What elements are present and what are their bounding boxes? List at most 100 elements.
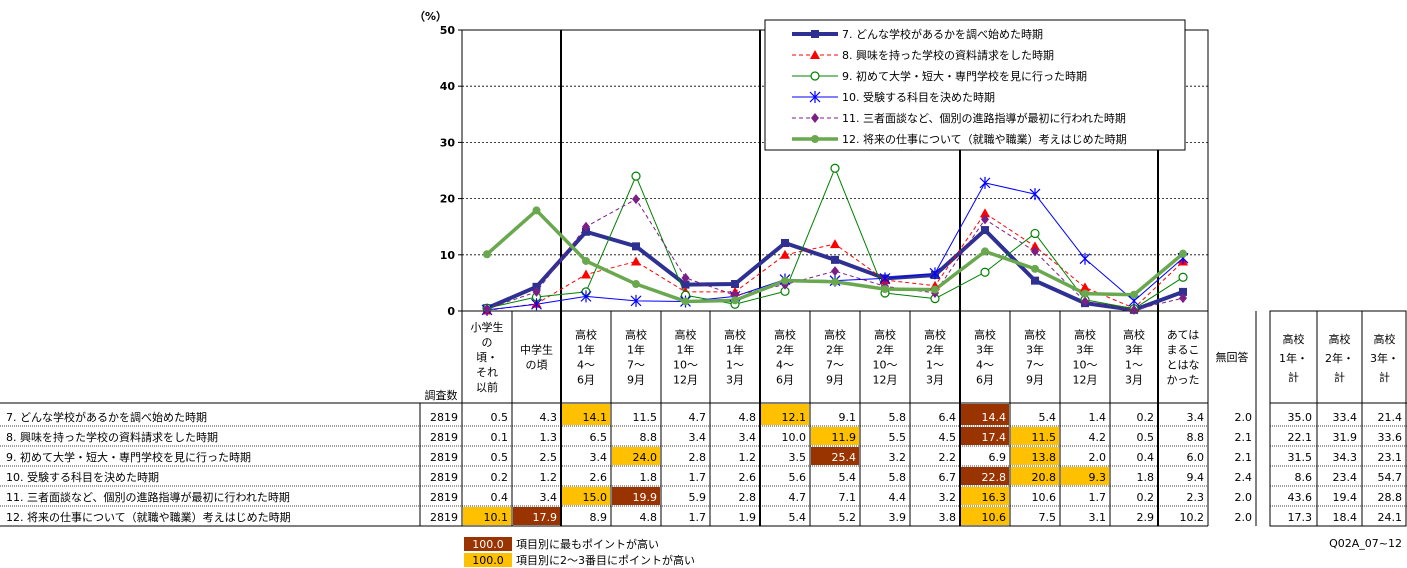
highlight-cell <box>1011 447 1059 465</box>
highlight-cell <box>961 507 1009 525</box>
data-cell: 2.8 <box>739 491 757 504</box>
total-cell: 33.4 <box>1333 411 1358 424</box>
data-point <box>731 280 739 289</box>
totals-header: 高校 <box>1283 332 1305 346</box>
data-point <box>1031 246 1039 257</box>
total-cell: 24.1 <box>1378 511 1403 524</box>
total-cell: 28.8 <box>1378 491 1403 504</box>
data-point <box>980 267 990 277</box>
highlight-cell <box>562 404 610 425</box>
legend-label: 7. どんな学校があるかを調べ始めた時期 <box>842 27 1043 41</box>
data-cell: 2.1 <box>1235 451 1253 464</box>
data-cell: 9.3 <box>1089 471 1107 484</box>
data-point <box>1130 290 1138 299</box>
category-header: 7～ <box>627 359 645 372</box>
data-cell: 12.1 <box>782 411 807 424</box>
totals-header: 3年・ <box>1370 351 1399 365</box>
data-cell: 8.8 <box>1187 431 1205 444</box>
n-column-header: 調査数 <box>425 388 458 402</box>
category-header: 4～ <box>776 359 794 372</box>
data-cell: 3.5 <box>789 451 807 464</box>
total-cell: 23.4 <box>1333 471 1358 484</box>
data-point <box>881 285 889 294</box>
data-cell: 10.6 <box>1032 491 1057 504</box>
totals-header: 1年・ <box>1279 351 1308 365</box>
data-point <box>532 286 541 297</box>
data-point <box>831 277 839 286</box>
row-n: 2819 <box>430 411 458 424</box>
data-cell: 5.8 <box>889 471 907 484</box>
category-header: 1～ <box>926 359 944 372</box>
legend-label: 12. 将来の仕事について（就職や職業）考えはじめた時期 <box>842 132 1127 146</box>
highlight-legend-sample: 100.0 <box>472 538 504 551</box>
category-header: まるこ <box>1167 344 1200 357</box>
category-header: 3月 <box>926 374 944 387</box>
data-cell: 9.4 <box>1187 471 1205 484</box>
data-cell: 5.4 <box>789 511 807 524</box>
total-cell: 19.4 <box>1333 491 1358 504</box>
data-cell: 2.9 <box>1137 511 1155 524</box>
data-point <box>980 208 990 218</box>
category-header: 3年 <box>1026 343 1044 357</box>
category-header: 2年 <box>776 343 794 357</box>
legend-marker <box>811 135 819 143</box>
data-point <box>681 272 690 283</box>
data-cell: 25.4 <box>832 451 857 464</box>
data-point <box>632 242 640 251</box>
row-n: 2819 <box>430 431 458 444</box>
data-point <box>1179 293 1187 304</box>
data-cell: 2.4 <box>1235 471 1253 484</box>
data-cell: 5.8 <box>889 411 907 424</box>
data-point <box>1030 228 1040 239</box>
total-cell: 54.7 <box>1378 471 1403 484</box>
total-cell: 22.1 <box>1288 431 1313 444</box>
data-point <box>979 176 991 189</box>
data-cell: 3.4 <box>590 451 608 464</box>
data-cell: 10.0 <box>782 431 807 444</box>
data-cell: 4.4 <box>889 491 907 504</box>
category-header: 1～ <box>726 359 744 372</box>
data-point <box>580 290 592 303</box>
data-cell: 2.0 <box>1235 511 1253 524</box>
series-line <box>486 167 1184 310</box>
data-point <box>1079 252 1091 265</box>
data-cell: 24.0 <box>633 451 658 464</box>
highlight-cell <box>513 507 560 525</box>
category-header: 高校 <box>974 328 996 342</box>
data-point <box>831 266 839 277</box>
legend-label: 8. 興味を持った学校の資料請求をした時期 <box>842 48 1054 62</box>
data-point <box>632 194 640 205</box>
data-cell: 10.1 <box>484 511 509 524</box>
data-cell: 3.2 <box>889 451 907 464</box>
data-cell: 13.8 <box>1032 451 1057 464</box>
data-cell: 1.7 <box>689 471 707 484</box>
category-header: とはな <box>1167 359 1200 372</box>
highlight-cell <box>1011 467 1059 485</box>
category-header: 高校 <box>774 328 796 342</box>
data-cell: 5.6 <box>789 471 807 484</box>
data-cell: 4.2 <box>1089 431 1107 444</box>
data-point <box>731 296 739 305</box>
data-cell: 17.9 <box>533 511 558 524</box>
total-cell: 18.4 <box>1333 511 1358 524</box>
data-point <box>581 269 591 279</box>
highlight-cell <box>1011 427 1059 445</box>
category-header: 10～ <box>873 359 898 372</box>
data-cell: 6.7 <box>939 471 957 484</box>
y-unit-label: （%） <box>414 10 447 23</box>
data-cell: 0.1 <box>491 431 509 444</box>
data-cell: 3.2 <box>939 491 957 504</box>
highlight-legend-text: 項目別に2～3番目にポイントが高い <box>516 553 695 567</box>
data-cell: 3.4 <box>540 491 558 504</box>
data-cell: 20.8 <box>1032 471 1057 484</box>
footnote: Q02A_07~12 <box>1329 537 1402 550</box>
total-cell: 23.1 <box>1378 451 1403 464</box>
highlight-cell <box>961 427 1009 445</box>
legend-label: 9. 初めて大学・短大・専門学校を見に行った時期 <box>842 69 1087 83</box>
data-cell: 0.4 <box>1137 451 1155 464</box>
total-cell: 17.3 <box>1288 511 1313 524</box>
category-header: 2年 <box>926 343 944 357</box>
data-cell: 15.0 <box>583 491 608 504</box>
legend-marker <box>809 91 821 103</box>
